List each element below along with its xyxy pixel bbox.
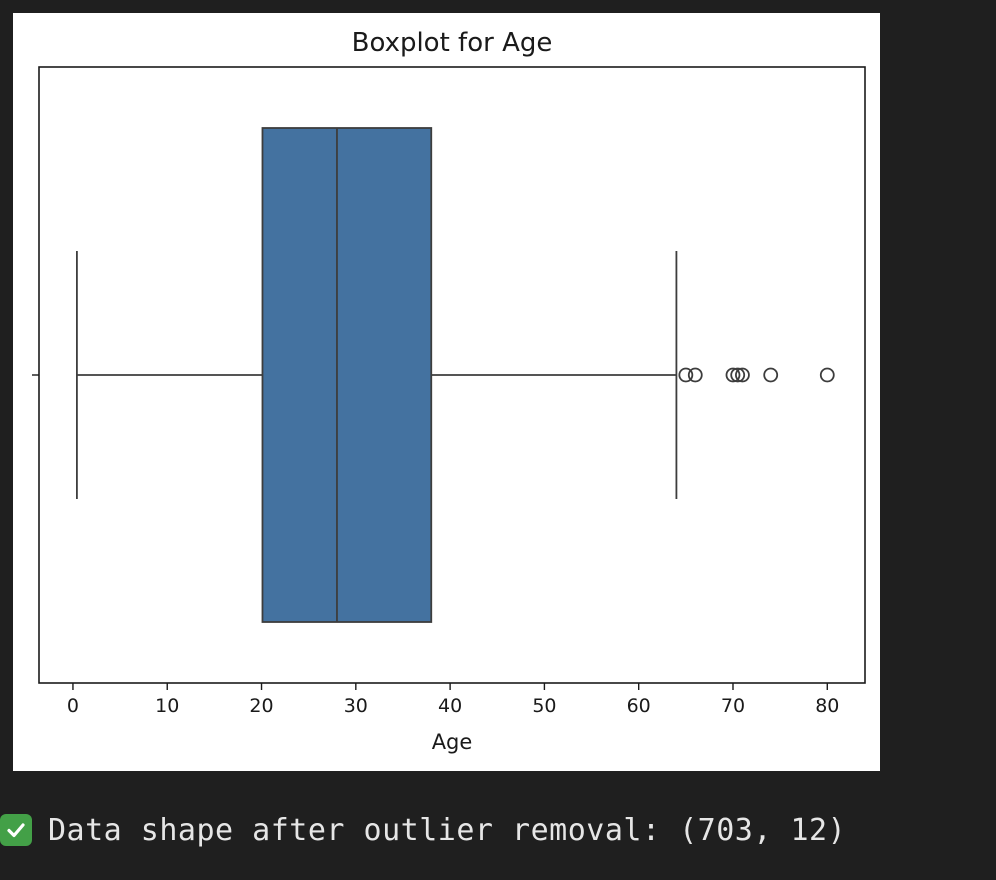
outlier-point bbox=[687, 367, 703, 383]
x-tick-label: 10 bbox=[155, 695, 179, 717]
outlier-point bbox=[819, 367, 835, 383]
x-axis-label: Age bbox=[432, 730, 473, 754]
x-tick-label: 30 bbox=[344, 695, 368, 717]
outlier-point bbox=[735, 367, 750, 383]
x-tick-label: 80 bbox=[815, 695, 839, 717]
check-mark-icon bbox=[0, 814, 32, 846]
x-tick-label: 70 bbox=[721, 695, 745, 717]
outlier-point bbox=[678, 367, 694, 383]
chart-figure: Boxplot for Age 0 10 20 30 40 50 60 70 80 Age bbox=[13, 13, 880, 771]
x-tick-label: 40 bbox=[438, 695, 462, 717]
chart-title: Boxplot for Age bbox=[352, 28, 553, 58]
outlier-point bbox=[725, 367, 741, 383]
x-tick-label: 60 bbox=[627, 695, 651, 717]
output-message: Data shape after outlier removal: (703, … bbox=[0, 808, 846, 852]
boxplot-chart: Boxplot for Age 0 10 20 30 40 50 60 70 80 Age bbox=[32, 28, 866, 754]
x-tick-label: 0 bbox=[67, 695, 79, 717]
outlier-point bbox=[763, 367, 779, 383]
outlier-point bbox=[730, 367, 746, 383]
output-text: Data shape after outlier removal: (703, … bbox=[48, 812, 847, 848]
x-tick-label: 50 bbox=[532, 695, 556, 717]
x-tick-label: 20 bbox=[249, 695, 273, 717]
iqr-box bbox=[261, 127, 433, 623]
